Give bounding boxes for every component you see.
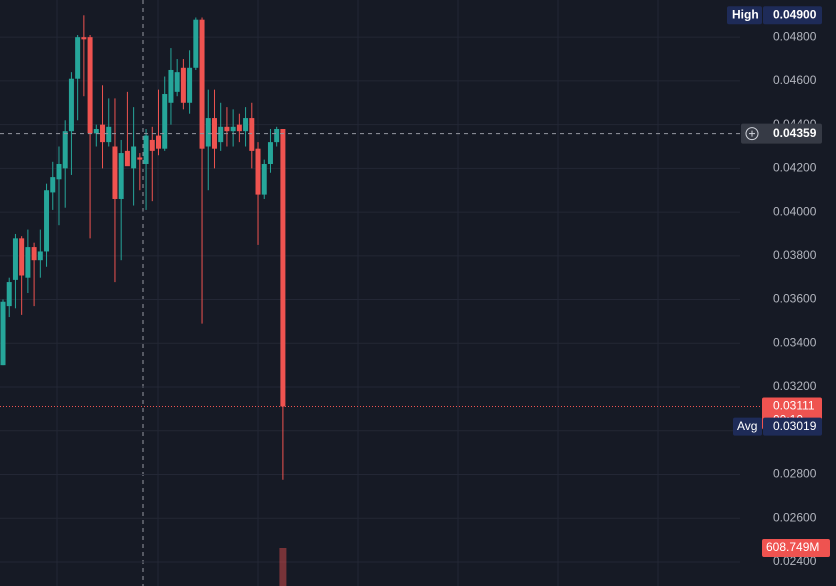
crosshair-box — [741, 123, 822, 144]
candle-body — [112, 146, 118, 199]
candle-body — [218, 126, 224, 143]
candle-body — [243, 118, 249, 132]
candle-body — [143, 135, 149, 164]
candle-body — [168, 69, 174, 103]
y-tick-label: 0.03400 — [773, 335, 817, 349]
candle-body — [19, 238, 25, 276]
candle-body — [274, 129, 280, 143]
candle-body — [267, 142, 273, 164]
high-tag-box — [727, 6, 762, 25]
volume-box — [762, 539, 830, 557]
candle-body — [12, 238, 18, 280]
avg-price-box — [763, 417, 822, 436]
candle-body — [106, 126, 112, 143]
avg-price-label: 0.03019 — [773, 419, 817, 433]
y-tick-label: 0.04200 — [773, 161, 817, 175]
candle-body — [6, 282, 12, 307]
y-tick-label: 0.02600 — [773, 510, 817, 524]
candle-body — [100, 124, 106, 143]
y-tick-label: 0.04800 — [773, 29, 817, 43]
candle-body — [124, 150, 130, 167]
y-tick-label: 0.03600 — [773, 292, 817, 306]
candle-body — [236, 124, 242, 132]
candle-body — [68, 78, 74, 132]
high-price-box — [763, 6, 822, 25]
candle-body — [187, 67, 193, 103]
candle-body — [87, 37, 93, 134]
candle-body — [180, 67, 186, 103]
candle-body — [230, 126, 236, 132]
candle-body — [280, 129, 286, 407]
avg-tag: Avg — [737, 419, 757, 433]
last-price-label: 0.03111 — [773, 399, 815, 413]
candle-body — [93, 129, 99, 134]
candle-body — [174, 72, 180, 92]
candle-body — [211, 118, 217, 149]
candle-body — [25, 247, 31, 278]
candle-body — [62, 131, 68, 169]
high-tag: High — [732, 7, 759, 21]
y-tick-label: 0.04000 — [773, 204, 817, 218]
candle-body — [149, 139, 155, 151]
candle-body — [118, 153, 124, 199]
crosshair-price-label: 0.04359 — [773, 126, 817, 140]
candle-body — [205, 118, 211, 147]
candle-body — [75, 37, 81, 79]
candle-body — [31, 247, 37, 261]
high-price-label: 0.04900 — [773, 7, 817, 21]
candle-body — [56, 163, 62, 180]
candle-body — [0, 301, 6, 366]
volume-bar — [279, 548, 287, 586]
candle-body — [255, 148, 261, 195]
candle-body — [162, 94, 168, 149]
y-tick-label: 0.04600 — [773, 73, 817, 87]
y-tick-label: 0.02400 — [773, 554, 817, 568]
candle-body — [81, 37, 87, 40]
candle-body — [137, 157, 143, 160]
candle-body — [224, 126, 230, 132]
avg-tag-box — [733, 417, 762, 436]
y-tick-label: 0.03800 — [773, 248, 817, 262]
candle-body — [193, 19, 199, 68]
candle-body — [261, 163, 267, 195]
candle-body — [199, 19, 205, 149]
candle-body — [50, 177, 56, 193]
candle-body — [156, 135, 161, 149]
volume-label: 608.749M — [766, 540, 819, 554]
candle-body — [249, 118, 255, 151]
candle-body — [131, 146, 137, 169]
candle-body — [44, 190, 50, 252]
candle-body — [37, 251, 43, 261]
y-tick-label: 0.03200 — [773, 379, 817, 393]
crosshair-plus-icon — [745, 127, 759, 141]
y-tick-label: 0.02800 — [773, 467, 817, 481]
vertical-grid — [56, 0, 659, 586]
